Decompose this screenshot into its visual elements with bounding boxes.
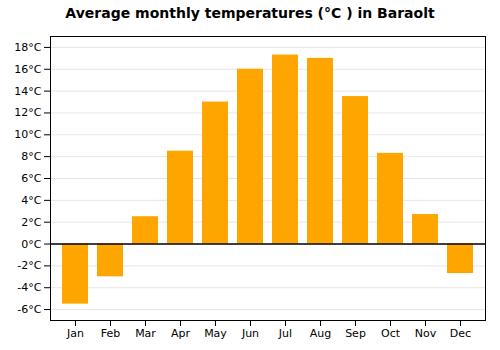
svg-text:-6°C: -6°C — [17, 303, 41, 316]
svg-text:Feb: Feb — [101, 327, 120, 340]
svg-text:Mar: Mar — [135, 327, 156, 340]
svg-text:14°C: 14°C — [14, 85, 41, 98]
svg-text:10°C: 10°C — [14, 128, 41, 141]
svg-text:Jun: Jun — [241, 327, 259, 340]
svg-text:6°C: 6°C — [21, 172, 41, 185]
svg-text:0°C: 0°C — [21, 238, 41, 251]
html-text:Average monthly temperatures (: Average monthly temperatures (°C ) in Ba… — [65, 5, 435, 21]
svg-text:2°C: 2°C — [21, 216, 41, 229]
svg-text:12°C: 12°C — [14, 106, 41, 119]
svg-text:-4°C: -4°C — [17, 281, 41, 294]
svg-text:Jul: Jul — [278, 327, 292, 340]
svg-text:Jan: Jan — [66, 327, 84, 340]
svg-text:Aug: Aug — [310, 327, 331, 340]
svg-text:Nov: Nov — [415, 327, 437, 340]
svg-text:Sep: Sep — [345, 327, 366, 340]
svg-text:Apr: Apr — [171, 327, 191, 340]
svg-text:16°C: 16°C — [14, 63, 41, 76]
svg-text:May: May — [204, 327, 227, 340]
svg-text:18°C: 18°C — [14, 41, 41, 54]
svg-text:4°C: 4°C — [21, 194, 41, 207]
svg-text:8°C: 8°C — [21, 150, 41, 163]
svg-text:Oct: Oct — [381, 327, 401, 340]
svg-text:Dec: Dec — [450, 327, 471, 340]
svg-text:-2°C: -2°C — [17, 259, 41, 272]
